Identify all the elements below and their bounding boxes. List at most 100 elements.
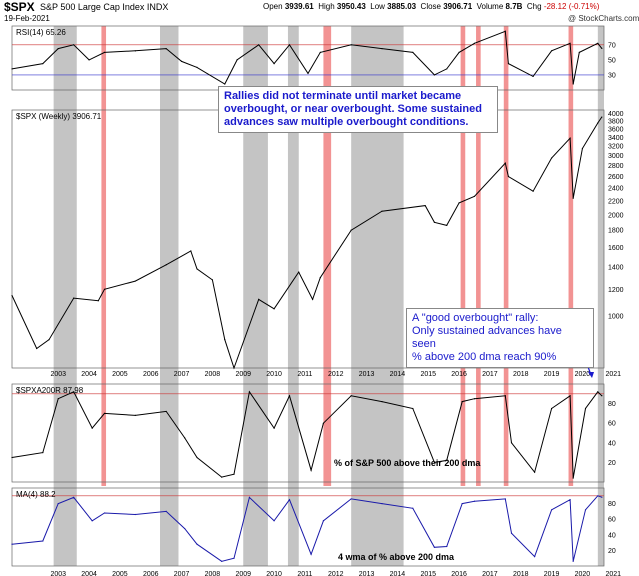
series-point: [221, 476, 223, 478]
x-tick-label: 2007: [174, 371, 190, 378]
y-tick-label: 3200: [608, 144, 624, 151]
series-point: [550, 407, 553, 410]
series-point: [180, 60, 183, 62]
series-point: [165, 47, 167, 50]
series-point: [42, 540, 44, 542]
chg-label: Chg: [526, 2, 542, 11]
series-point: [473, 500, 476, 502]
series-point: [584, 509, 587, 511]
series-point: [248, 496, 251, 498]
series-line-pct_above_200dma: [11, 390, 603, 479]
series-point: [412, 51, 414, 53]
x-tick-label: 2015: [420, 571, 436, 576]
series-point: [473, 398, 476, 400]
x-tick-label: 2016: [451, 571, 467, 576]
series-point: [473, 195, 476, 197]
pct-caption: % of S&P 500 above their 200 dma: [334, 458, 481, 468]
x-tick-label: 2020: [575, 571, 591, 576]
series-point: [381, 401, 383, 403]
series-line-rsi: [11, 30, 603, 85]
y-tick-label: 2800: [608, 163, 624, 170]
series-point: [165, 264, 167, 266]
series-point: [572, 560, 574, 562]
x-tick-label: 2004: [81, 371, 97, 378]
series-point: [572, 197, 574, 199]
low-value: 3885.03: [387, 2, 417, 11]
series-point: [433, 461, 436, 463]
good-overbought-annotation: A "good overbought" rally: Only sustaine…: [406, 308, 594, 368]
series-point: [73, 391, 75, 393]
gray-band: [597, 26, 604, 566]
series-point: [461, 503, 463, 505]
series-point: [322, 520, 325, 522]
series-point: [258, 298, 260, 301]
series-point: [412, 407, 414, 410]
series-point: [510, 442, 513, 444]
series-point: [569, 42, 571, 44]
symbol: $SPX: [4, 0, 35, 14]
open-label: Open: [263, 2, 283, 11]
y-tick-label: 80: [608, 401, 616, 408]
y-tick-label: 50: [608, 57, 616, 64]
series-point: [196, 268, 198, 270]
close-value: 3906.71: [443, 2, 473, 11]
series-point: [248, 391, 251, 393]
axis-ticks: 30 50 70 RSI(14) 65.26 1000 1200 1400 1600 1800 2…: [16, 28, 624, 576]
series-point: [91, 520, 93, 522]
series-point: [534, 471, 536, 473]
series-point: [504, 498, 506, 500]
series-point: [510, 532, 513, 534]
series-point: [103, 288, 106, 290]
y-tick-label: 3000: [608, 153, 624, 160]
panel-frame-2: [11, 383, 605, 483]
series-point: [73, 44, 75, 46]
x-tick-label: 2013: [359, 371, 375, 378]
series-point: [11, 543, 13, 545]
series-point: [134, 50, 136, 52]
series-point: [572, 477, 574, 479]
series-point: [601, 116, 603, 118]
x-tick-label: 2007: [174, 571, 190, 576]
series-point: [507, 63, 510, 65]
series-point: [190, 250, 192, 252]
y-tick-label: 3400: [608, 135, 624, 142]
y-tick-label: 1600: [608, 245, 624, 252]
x-tick-label: 2015: [420, 371, 436, 378]
y-tick-label: 2000: [608, 212, 624, 219]
series-point: [601, 47, 603, 49]
series-point: [11, 456, 13, 459]
series-point: [350, 498, 352, 500]
series-point: [88, 59, 90, 61]
series-point: [184, 437, 186, 439]
series-point: [134, 513, 136, 516]
legend-wma: MA(4) 88.2: [16, 490, 56, 499]
series-point: [224, 83, 226, 85]
series-point: [165, 510, 167, 512]
y-tick-label: 4000: [608, 111, 624, 118]
x-tick-label: 2011: [297, 571, 312, 576]
series-point: [57, 47, 59, 50]
series-point: [184, 527, 186, 530]
series-point: [288, 44, 291, 46]
series-point: [578, 51, 580, 53]
chart-lines: [11, 30, 603, 562]
x-tick-label: 2006: [143, 571, 159, 576]
series-point: [507, 175, 510, 178]
series-point: [597, 391, 599, 393]
y-tick-label: 1400: [608, 264, 624, 271]
series-point: [504, 162, 506, 164]
y-tick-label: 20: [608, 548, 616, 555]
source-credit: @ StockCharts.com: [568, 14, 639, 23]
series-point: [48, 339, 50, 341]
panel-frame-0: [11, 25, 605, 91]
x-tick-label: 2010: [266, 571, 282, 576]
x-tick-label: 2020: [575, 371, 591, 378]
x-tick-label: 2016: [451, 371, 467, 378]
series-point: [288, 395, 291, 397]
good-line-3: % above 200 dma reach 90%: [412, 351, 557, 363]
series-point: [103, 512, 106, 514]
series-point: [458, 202, 460, 204]
series-point: [433, 546, 436, 548]
wma-caption: 4 wma of % above 200 dma: [338, 552, 455, 562]
x-tick-label: 2014: [390, 371, 406, 378]
